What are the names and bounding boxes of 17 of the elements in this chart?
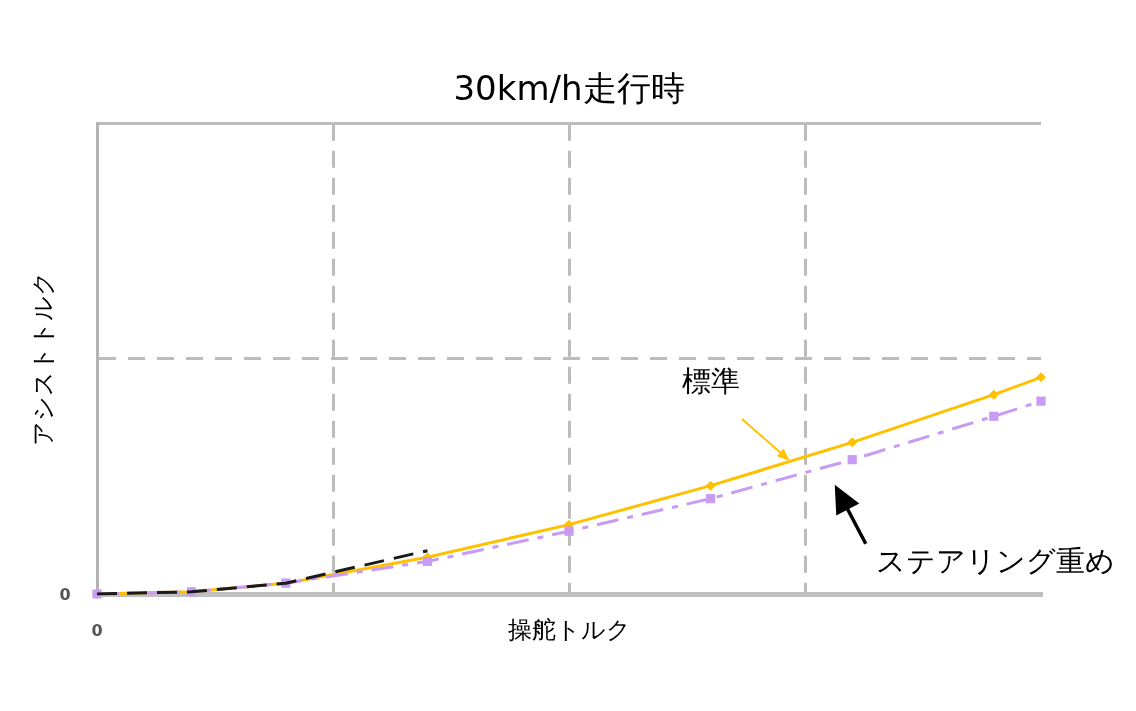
point [422,556,432,567]
x-axis-title: 操舵トルク [507,616,631,645]
text: 標準 [681,363,740,398]
text: 0 [59,585,71,605]
point [1036,372,1046,383]
point [564,526,574,536]
point [1036,396,1046,406]
point [705,480,716,491]
y-axis-title: アシストトルク [29,271,58,447]
point [988,389,999,400]
point [706,494,716,504]
point [989,411,999,421]
point [847,437,858,448]
point [847,455,857,465]
chart-title: 30km/h走行時 [453,68,685,109]
text: 0 [91,621,103,641]
text: ステアリング重め [875,543,1115,578]
